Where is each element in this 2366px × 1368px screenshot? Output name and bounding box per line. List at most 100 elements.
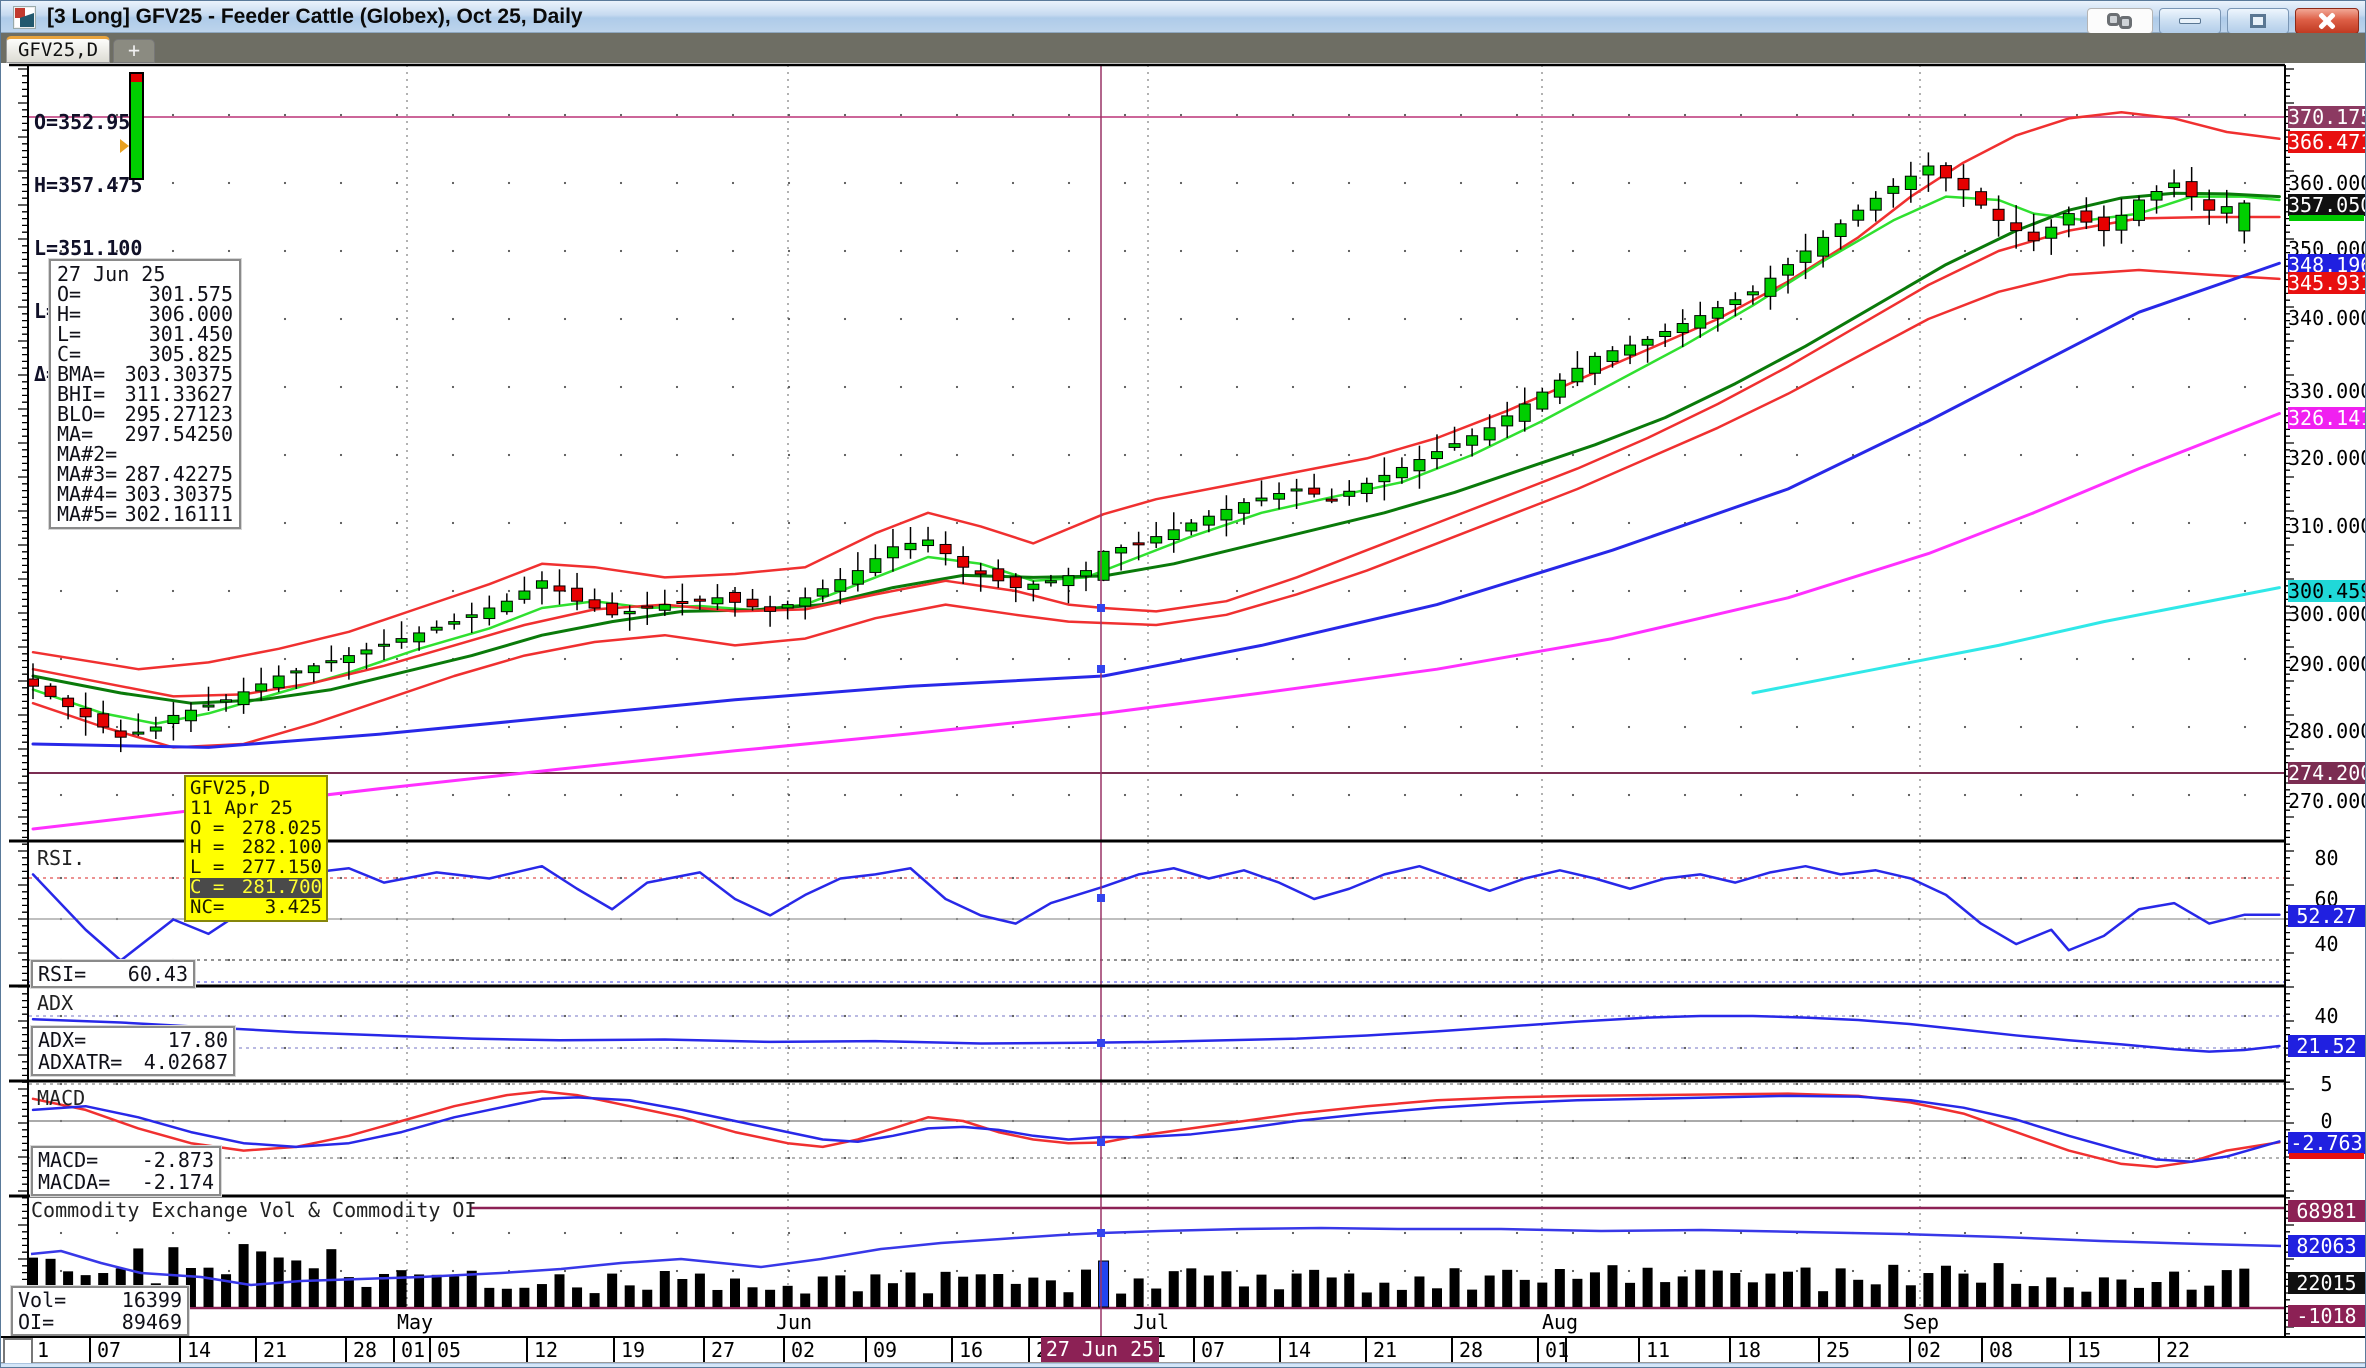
macd-panel-title: MACD [37,1086,86,1110]
new-tab-button[interactable]: + [113,39,155,63]
price-label: 370.175 [2288,105,2366,129]
price-label: 68981 [2288,1200,2365,1222]
date-label: 02 [791,1338,816,1362]
date-tick [1909,1337,1911,1362]
info-box-row: MA#5= 302.16111 [57,504,233,524]
price-label: 22015 [2288,1272,2365,1294]
date-tick [1537,1337,1539,1362]
info-box-row: BLO= 295.27123 [57,404,233,424]
info-box-row-value: 287.42275 [124,462,233,486]
date-label: 01 [401,1338,426,1362]
quote-open: O=352.950 [34,110,143,134]
indicator-info-box[interactable]: 27 Jun 25 O= 301.575 H= 306.000 L= 301.450 C= 3… [49,259,241,529]
date-tick [1279,1337,1281,1362]
tooltip-row-label: NC= [190,895,225,918]
month-label: Sep [1897,1310,1945,1335]
date-label: 02 [1917,1338,1942,1362]
date-tick [1729,1337,1731,1362]
restore-icon [2250,14,2266,28]
gauge-arrow-icon [120,139,129,153]
info-box-date: 27 Jun 25 [57,262,166,286]
date-axis[interactable] [1,1336,2365,1363]
price-label: 366.471 [2288,130,2366,154]
info-box-row-label: MA#4= [57,482,118,506]
indicator-value: 16399 [121,1288,182,1312]
price-label: 82063 [2288,1235,2365,1257]
tooltip-row-label: O = [190,816,225,839]
info-box-row: BMA= 303.30375 [57,364,233,384]
info-box-row-label: O= [57,282,82,306]
info-box-row-value: 306.000 [148,302,233,326]
indicator-value: 17.80 [167,1028,228,1052]
date-tick [1365,1337,1367,1362]
tab-gfv25-daily[interactable]: GFV25,D [6,36,110,63]
tooltip-row-label: L = [190,856,225,879]
tooltip-row-label: H = [190,836,225,859]
price-label: 40 [2314,1004,2339,1028]
info-box-row: MA#2= [57,444,233,464]
price-label: 80 [2314,846,2339,870]
price-label: 21.52 [2288,1035,2365,1057]
info-box-row: MA= 297.54250 [57,424,233,444]
date-tick [429,1337,431,1362]
indicator-label: ADXATR= [38,1050,123,1074]
date-tick [783,1337,785,1362]
indicator-value-row: MACD= -2.873 [38,1149,214,1171]
indicator-value-row: RSI= 60.43 [38,963,188,985]
macd-red-label-sliver [2289,1153,2364,1159]
price-label: 274.200 [2288,761,2366,785]
date-tick [1818,1337,1820,1362]
info-box-row-label: BMA= [57,362,106,386]
price-label: 326.141 [2288,406,2366,430]
chain-link-icon [2107,13,2133,29]
price-label: -2.763 [2288,1132,2365,1154]
date-label: 27 [711,1338,736,1362]
info-box-row-label: H= [57,302,82,326]
date-tick [1028,1337,1030,1362]
rsi-value-box: RSI= 60.43 [31,960,195,988]
tooltip-row: C = 281.700 [190,877,322,898]
minimize-icon [2179,18,2201,24]
date-tick [865,1337,867,1362]
info-box-row-value: 301.450 [148,322,233,346]
price-label: 0 [2320,1109,2333,1133]
title-bar[interactable]: [3 Long] GFV25 - Feeder Cattle (Globex),… [1,1,2365,34]
date-tick [179,1337,181,1362]
date-tick [255,1337,257,1362]
date-tick [393,1337,395,1362]
price-label: 60 [2314,887,2339,911]
month-label: Aug [1536,1310,1584,1335]
tooltip-line-0: GFV25,D [190,777,271,799]
tooltip-row: H = 282.100 [190,838,322,858]
date-tick [89,1337,91,1362]
info-box-row: MA#4= 303.30375 [57,484,233,504]
indicator-value: 4.02687 [143,1050,228,1074]
app-logo-icon [13,6,36,29]
window-title: [3 Long] GFV25 - Feeder Cattle (Globex),… [47,5,583,28]
date-label: 09 [873,1338,898,1362]
indicator-label: RSI= [38,962,87,986]
date-label: 1 [37,1338,50,1362]
volume-value-box: Vol= 16399 OI= 89469 [11,1286,189,1336]
tooltip-row: NC= 3.425 [190,895,322,918]
last-price-underline [2289,215,2364,221]
indicator-label: MACD= [38,1148,99,1172]
date-tick [345,1337,347,1362]
indicator-value: 60.43 [127,962,188,986]
date-tick [2158,1337,2160,1362]
tooltip-line-1: 11 Apr 25 [190,796,293,819]
tooltip-row-value: 3.425 [264,895,322,918]
selected-date-badge: 27 Jun 25 [1041,1337,1159,1362]
date-label: 22 [2166,1338,2191,1362]
price-label: 348.196 [2288,253,2366,277]
info-box-row-label: BHI= [57,382,106,406]
info-box-row-value: 297.54250 [124,422,233,446]
indicator-value: -2.174 [141,1170,214,1194]
date-tick [703,1337,705,1362]
horizontal-scrollbar[interactable] [1,1363,2365,1367]
tooltip-row-value: 277.150 [241,856,322,879]
date-label: 25 [1826,1338,1851,1362]
date-tick [951,1337,953,1362]
date-tick [1638,1337,1640,1362]
